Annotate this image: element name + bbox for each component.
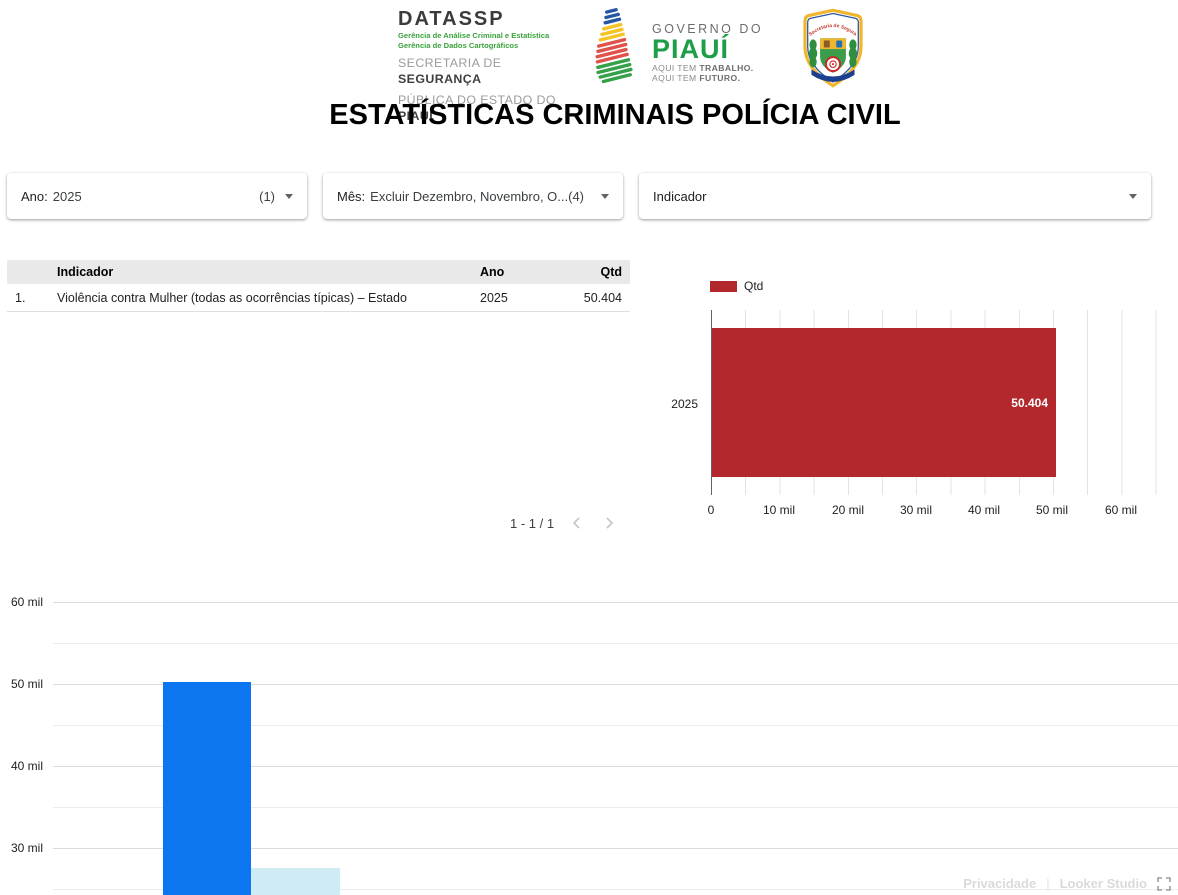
filter-indicador[interactable]: Indicador <box>639 173 1151 219</box>
table-header-ano[interactable]: Ano <box>480 265 505 279</box>
gridline-35mil <box>53 807 1178 808</box>
row-indicador: Violência contra Mulher (todas as ocorrê… <box>57 290 407 305</box>
x-tick-10: 10 mil <box>762 503 796 517</box>
filter-ano-value: 2025 <box>52 188 82 204</box>
x-tick-30: 30 mil <box>899 503 933 517</box>
pagination-next-button[interactable] <box>600 514 618 532</box>
looker-footer: Privacidade | Looker Studio <box>963 876 1171 891</box>
filter-ano[interactable]: Ano: 2025 (1) <box>7 173 307 219</box>
x-tick-0: 0 <box>707 503 715 517</box>
table-pagination: 1 - 1 / 1 <box>510 514 618 532</box>
category-label-2025: 2025 <box>671 397 698 411</box>
looker-studio-link[interactable]: Looker Studio <box>1059 876 1147 891</box>
x-tick-20: 20 mil <box>831 503 865 517</box>
bar-2025[interactable]: 50.404 <box>712 328 1056 477</box>
x-tick-50: 50 mil <box>1035 503 1069 517</box>
y-tick-40mil: 40 mil <box>10 759 43 773</box>
footer-divider: | <box>1046 876 1050 891</box>
page-title: ESTATÍSTICAS CRIMINAIS POLÍCIA CIVIL <box>329 99 901 131</box>
indicators-table: Indicador Ano Qtd 1. Violência contra Mu… <box>7 260 630 312</box>
datassp-logo: DATASSP Gerência de Análise Criminal e E… <box>398 6 562 124</box>
governo-name: PIAUÍ <box>652 34 730 64</box>
datassp-title: DATASSP <box>398 8 505 30</box>
legend-swatch-qtd <box>710 280 737 292</box>
row-index: 1. <box>15 290 26 305</box>
chart-legend: Qtd <box>710 279 763 293</box>
y-tick-30mil: 30 mil <box>10 841 43 855</box>
chevron-down-icon <box>601 193 609 199</box>
monthly-column-chart: 60 mil 50 mil 40 mil 30 mil <box>0 560 1178 895</box>
header-logos: DATASSP Gerência de Análise Criminal e E… <box>398 6 877 124</box>
table-header-indicador[interactable]: Indicador <box>57 265 114 279</box>
column-bar-lightblue[interactable] <box>251 868 340 895</box>
datassp-secretaria-line: SECRETARIA DE SEGURANÇA <box>398 56 502 86</box>
chevron-down-icon <box>285 193 293 199</box>
table-row: 1. Violência contra Mulher (todas as oco… <box>7 284 630 312</box>
filter-mes-count: (4) <box>568 188 585 204</box>
y-tick-50mil: 50 mil <box>10 677 43 691</box>
datassp-subtitle-2: Gerência de Dados Cartográficos <box>398 40 519 50</box>
y-axis-line <box>711 310 712 495</box>
qtd-horizontal-bar-chart: Qtd 2025 50.404 0 10 mil 20 mil 30 mil 4… <box>660 270 1178 538</box>
legend-label: Qtd <box>744 279 764 293</box>
column-bar-blue[interactable] <box>163 682 251 895</box>
governo-piaui-text: GOVERNO DO PIAUÍ AQUI TEM TRABALHO. AQUI… <box>652 6 763 83</box>
row-qtd: 50.404 <box>583 290 622 305</box>
gridline-25mil <box>53 889 1178 890</box>
pagination-prev-button[interactable] <box>568 514 586 532</box>
filter-mes-label: Mês: <box>337 188 366 204</box>
table-header-qtd[interactable]: Qtd <box>600 265 622 279</box>
chevron-left-icon <box>572 517 580 529</box>
filter-mes-value: Excluir Dezembro, Novembro, O... <box>370 188 569 204</box>
y-tick-60mil: 60 mil <box>10 595 43 609</box>
piaui-map-stripes-icon <box>595 8 633 84</box>
chart-plot-area: 50.404 <box>711 310 1157 495</box>
gridline-50mil <box>53 684 1178 685</box>
fullscreen-button[interactable] <box>1157 876 1171 891</box>
datassp-subtitle-1: Gerência de Análise Criminal e Estatísti… <box>398 31 550 40</box>
filter-ano-label: Ano: <box>21 188 48 204</box>
table-header-row: Indicador Ano Qtd <box>7 260 630 284</box>
x-tick-60: 60 mil <box>1104 503 1138 517</box>
filter-mes[interactable]: Mês: Excluir Dezembro, Novembro, O... (4… <box>323 173 623 219</box>
governo-piaui-logo: GOVERNO DO PIAUÍ AQUI TEM TRABALHO. AQUI… <box>588 6 763 90</box>
governo-tagline-2: AQUI TEM FUTURO. <box>652 73 741 83</box>
x-tick-40: 40 mil <box>967 503 1001 517</box>
gridline-30mil <box>53 848 1178 849</box>
ssp-piaui-crest-icon: Secretaria de Segurança Pública do Estad… <box>794 6 863 88</box>
gridline-55mil <box>53 643 1178 644</box>
governo-tagline-1: AQUI TEM TRABALHO. <box>652 63 754 73</box>
row-ano: 2025 <box>480 290 508 305</box>
governo-overline: GOVERNO DO <box>652 22 764 36</box>
fullscreen-icon <box>1157 876 1171 891</box>
pagination-label: 1 - 1 / 1 <box>510 515 555 531</box>
privacy-link[interactable]: Privacidade <box>963 876 1037 891</box>
bar-value-label: 50.404 <box>1011 395 1048 410</box>
gridline-60mil <box>53 602 1178 603</box>
chevron-right-icon <box>606 517 614 529</box>
gridline-40mil <box>53 766 1178 767</box>
gridline-45mil <box>53 725 1178 726</box>
filter-ano-count: (1) <box>259 188 275 204</box>
chevron-down-icon <box>1129 193 1137 199</box>
filter-indicador-label: Indicador <box>653 188 707 204</box>
datassp-publica-line: PÚBLICA DO ESTADO DO PIAUÍ <box>398 93 556 123</box>
